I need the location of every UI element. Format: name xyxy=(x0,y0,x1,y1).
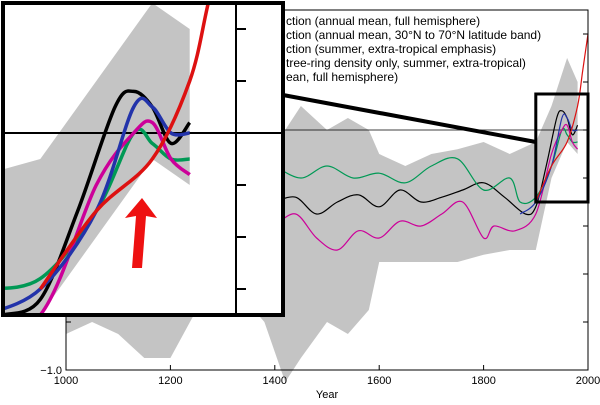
red-arrow-icon xyxy=(125,198,157,268)
x-tick-label: 2000 xyxy=(576,375,600,387)
x-tick-label: 1000 xyxy=(54,375,78,387)
x-tick-label: 1400 xyxy=(263,375,287,387)
series-line-5 xyxy=(535,33,589,203)
inset-plot xyxy=(3,3,283,315)
legend-entry-1: ction (annual mean, full hemisphere) xyxy=(286,14,480,28)
x-tick-label: 1200 xyxy=(158,375,182,387)
x-tick-label: 1800 xyxy=(471,375,495,387)
series-line-1 xyxy=(274,110,579,216)
inset-series-line-3 xyxy=(37,119,191,315)
zoom-highlight-box xyxy=(534,92,590,204)
y-tick-label: −1.0 xyxy=(40,365,62,377)
legend-entry-5: ean, full hemisphere) xyxy=(286,70,398,84)
series-line-2 xyxy=(274,127,578,205)
legend-entry-3: ction (summer, extra-tropical emphasis) xyxy=(286,42,496,56)
legend-entry-4: tree-ring density only, summer, extra-tr… xyxy=(286,56,526,70)
series-line-3 xyxy=(274,123,579,251)
zoom-connector xyxy=(282,93,537,144)
x-tick-label: 1600 xyxy=(367,375,391,387)
x-axis-label: Year xyxy=(316,389,339,401)
legend-entry-2: ction (annual mean, 30°N to 70°N latitud… xyxy=(286,28,541,42)
inset-series-line-1 xyxy=(3,89,192,315)
inset-series-line-5 xyxy=(38,3,211,291)
inset-frame xyxy=(1,1,285,317)
